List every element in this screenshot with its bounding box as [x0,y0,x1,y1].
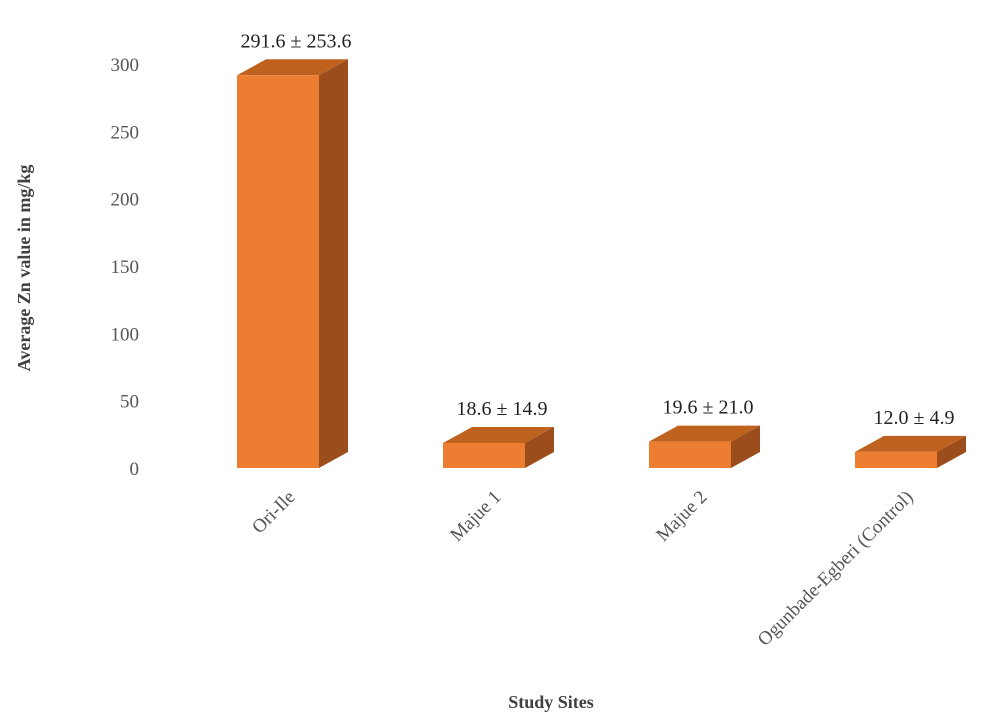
bar-front-face [443,442,525,468]
category-label: Majue 1 [446,487,505,546]
data-label: 18.6 ± 14.9 [457,398,548,420]
bar [855,435,966,468]
bar-side-face [525,426,554,468]
category-labels: Ori-Ile Majue 1 Majue 2 Ogunbade-Egberi (Co… [248,487,917,651]
bars [237,59,966,468]
bar-side-face [937,435,966,468]
y-tick-label: 150 [111,257,140,278]
bar-front-face [237,75,319,468]
y-tick-label: 300 [111,55,140,76]
category-label: Ori-Ile [248,487,299,538]
bar-top-face [443,426,554,443]
category-label: Ogunbade-Egberi (Control) [754,487,918,651]
bar-side-face [319,59,348,468]
category-label: Majue 2 [652,487,711,546]
y-tick-label: 50 [120,392,139,413]
y-tick-label: 250 [111,122,140,143]
y-axis-ticks: 0 50 100 150 200 250 300 [111,55,140,480]
data-label: 291.6 ± 253.6 [241,30,352,52]
data-labels: 291.6 ± 253.6 18.6 ± 14.9 19.6 ± 21.0 12.0 … [241,30,955,429]
bar-front-face [855,451,937,468]
y-tick-label: 200 [111,190,140,211]
bar-top-face [649,425,760,442]
x-axis-title: Study Sites [508,692,594,712]
y-tick-label: 100 [111,324,140,345]
bar-top-face [237,59,348,76]
y-tick-label: 0 [130,459,140,480]
y-axis-title: Average Zn value in mg/kg [14,165,34,372]
data-label: 12.0 ± 4.9 [874,407,955,429]
bar [443,426,554,468]
bar [237,59,348,468]
bar [649,425,760,468]
bar-top-face [855,435,966,452]
bar-side-face [731,425,760,468]
data-label: 19.6 ± 21.0 [663,397,754,419]
bar-front-face [649,441,731,468]
